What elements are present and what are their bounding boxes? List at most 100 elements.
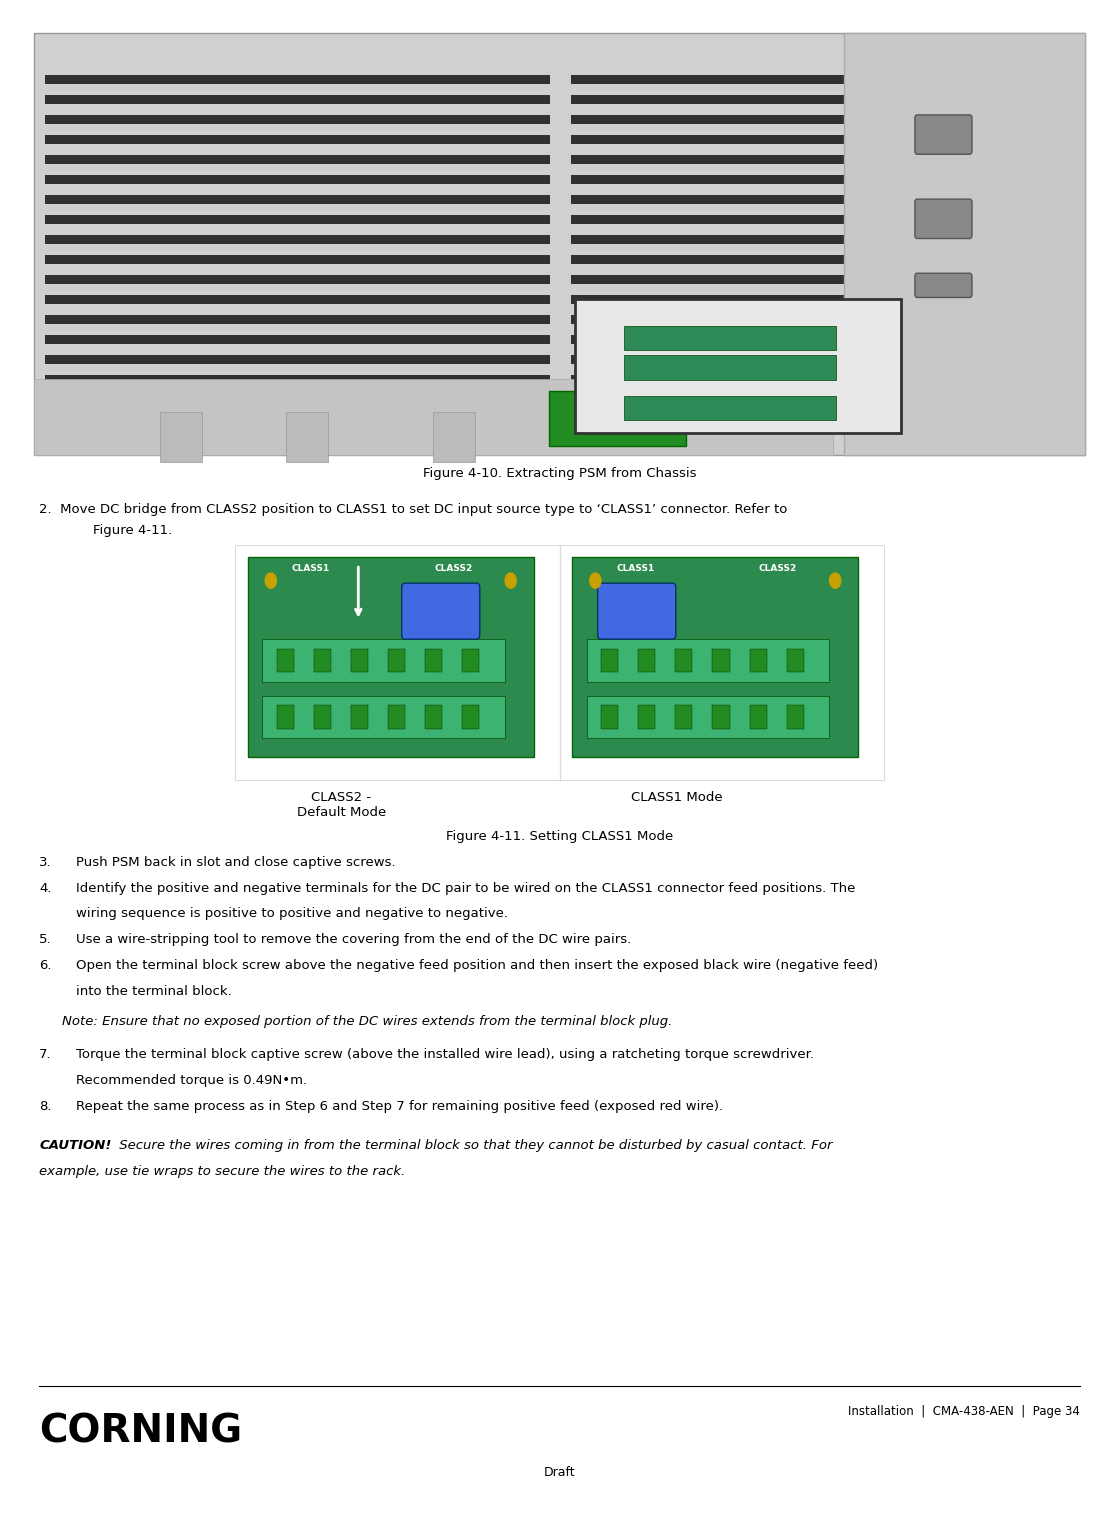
FancyBboxPatch shape	[34, 33, 1085, 454]
FancyBboxPatch shape	[571, 235, 844, 244]
Text: CLASS1 Mode: CLASS1 Mode	[631, 791, 723, 804]
FancyBboxPatch shape	[235, 545, 884, 780]
FancyBboxPatch shape	[598, 583, 676, 639]
Text: 8.: 8.	[39, 1100, 51, 1114]
FancyBboxPatch shape	[313, 648, 331, 673]
Text: Figure 4-11.: Figure 4-11.	[76, 524, 172, 538]
FancyBboxPatch shape	[425, 648, 442, 673]
Text: Figure 4-10. Extracting PSM from Chassis: Figure 4-10. Extracting PSM from Chassis	[423, 467, 696, 480]
Text: CLASS1: CLASS1	[617, 565, 655, 573]
FancyBboxPatch shape	[787, 648, 803, 673]
FancyBboxPatch shape	[571, 274, 844, 283]
Circle shape	[590, 573, 601, 588]
FancyBboxPatch shape	[571, 115, 844, 124]
FancyBboxPatch shape	[45, 395, 549, 405]
Text: CLASS2: CLASS2	[434, 565, 472, 573]
FancyBboxPatch shape	[573, 558, 858, 758]
FancyBboxPatch shape	[915, 273, 972, 297]
FancyBboxPatch shape	[571, 174, 844, 183]
Text: 4.: 4.	[39, 882, 51, 895]
FancyBboxPatch shape	[571, 415, 844, 424]
FancyBboxPatch shape	[571, 376, 844, 385]
FancyBboxPatch shape	[45, 135, 549, 144]
FancyBboxPatch shape	[402, 583, 480, 639]
FancyBboxPatch shape	[45, 115, 549, 124]
Text: Note: Ensure that no exposed portion of the DC wires extends from the terminal b: Note: Ensure that no exposed portion of …	[62, 1015, 671, 1029]
FancyBboxPatch shape	[45, 274, 549, 283]
FancyBboxPatch shape	[571, 135, 844, 144]
FancyBboxPatch shape	[571, 355, 844, 364]
FancyBboxPatch shape	[462, 704, 479, 729]
FancyBboxPatch shape	[45, 174, 549, 183]
FancyBboxPatch shape	[713, 704, 730, 729]
Text: 3.: 3.	[39, 856, 51, 870]
FancyBboxPatch shape	[276, 704, 293, 729]
FancyBboxPatch shape	[638, 648, 656, 673]
FancyBboxPatch shape	[601, 648, 618, 673]
FancyBboxPatch shape	[262, 695, 505, 738]
FancyBboxPatch shape	[571, 195, 844, 205]
FancyBboxPatch shape	[571, 255, 844, 264]
Text: CLASS2: CLASS2	[759, 565, 797, 573]
Text: Repeat the same process as in Step 6 and Step 7 for remaining positive feed (exp: Repeat the same process as in Step 6 and…	[76, 1100, 723, 1114]
FancyBboxPatch shape	[571, 155, 844, 164]
FancyBboxPatch shape	[624, 395, 836, 420]
FancyBboxPatch shape	[571, 94, 844, 103]
FancyBboxPatch shape	[549, 391, 686, 445]
FancyBboxPatch shape	[45, 376, 549, 385]
Text: Recommended torque is 0.49N•m.: Recommended torque is 0.49N•m.	[76, 1074, 308, 1088]
FancyBboxPatch shape	[915, 198, 972, 238]
FancyBboxPatch shape	[624, 356, 836, 380]
FancyBboxPatch shape	[350, 704, 368, 729]
Text: Torque the terminal block captive screw (above the installed wire lead), using a: Torque the terminal block captive screw …	[76, 1048, 815, 1062]
FancyBboxPatch shape	[45, 415, 549, 424]
FancyBboxPatch shape	[586, 695, 829, 738]
FancyBboxPatch shape	[844, 33, 1085, 454]
Text: example, use tie wraps to secure the wires to the rack.: example, use tie wraps to secure the wir…	[39, 1165, 405, 1179]
FancyBboxPatch shape	[601, 704, 618, 729]
Text: 7.: 7.	[39, 1048, 51, 1062]
FancyBboxPatch shape	[45, 335, 549, 344]
FancyBboxPatch shape	[45, 235, 549, 244]
Text: CORNING: CORNING	[39, 1412, 243, 1451]
FancyBboxPatch shape	[45, 195, 549, 205]
FancyBboxPatch shape	[388, 704, 405, 729]
Text: Identify the positive and negative terminals for the DC pair to be wired on the : Identify the positive and negative termi…	[76, 882, 855, 895]
FancyBboxPatch shape	[45, 215, 549, 224]
Circle shape	[265, 573, 276, 588]
FancyBboxPatch shape	[675, 648, 693, 673]
FancyBboxPatch shape	[262, 639, 505, 682]
Text: Push PSM back in slot and close captive screws.: Push PSM back in slot and close captive …	[76, 856, 396, 870]
Text: CLASS2 -
Default Mode: CLASS2 - Default Mode	[297, 791, 386, 818]
FancyBboxPatch shape	[575, 298, 902, 433]
FancyBboxPatch shape	[915, 115, 972, 155]
FancyBboxPatch shape	[571, 395, 844, 405]
FancyBboxPatch shape	[45, 155, 549, 164]
Text: Use a wire-stripping tool to remove the covering from the end of the DC wire pai: Use a wire-stripping tool to remove the …	[76, 933, 631, 947]
Text: Open the terminal block screw above the negative feed position and then insert t: Open the terminal block screw above the …	[76, 959, 878, 973]
FancyBboxPatch shape	[425, 704, 442, 729]
FancyBboxPatch shape	[571, 315, 844, 324]
FancyBboxPatch shape	[45, 94, 549, 103]
FancyBboxPatch shape	[675, 704, 693, 729]
FancyBboxPatch shape	[276, 648, 293, 673]
FancyBboxPatch shape	[624, 326, 836, 350]
Text: 6.: 6.	[39, 959, 51, 973]
FancyBboxPatch shape	[388, 648, 405, 673]
FancyBboxPatch shape	[571, 335, 844, 344]
FancyBboxPatch shape	[248, 558, 534, 758]
FancyBboxPatch shape	[350, 648, 368, 673]
FancyBboxPatch shape	[45, 255, 549, 264]
Text: Figure 4-11. Setting CLASS1 Mode: Figure 4-11. Setting CLASS1 Mode	[445, 830, 674, 844]
FancyBboxPatch shape	[571, 295, 844, 305]
FancyBboxPatch shape	[638, 704, 656, 729]
FancyBboxPatch shape	[433, 412, 476, 462]
Text: Draft: Draft	[544, 1467, 575, 1479]
FancyBboxPatch shape	[313, 704, 331, 729]
FancyBboxPatch shape	[713, 648, 730, 673]
FancyBboxPatch shape	[750, 648, 767, 673]
FancyBboxPatch shape	[571, 215, 844, 224]
Circle shape	[505, 573, 516, 588]
Text: wiring sequence is positive to positive and negative to negative.: wiring sequence is positive to positive …	[76, 907, 508, 921]
FancyBboxPatch shape	[45, 355, 549, 364]
